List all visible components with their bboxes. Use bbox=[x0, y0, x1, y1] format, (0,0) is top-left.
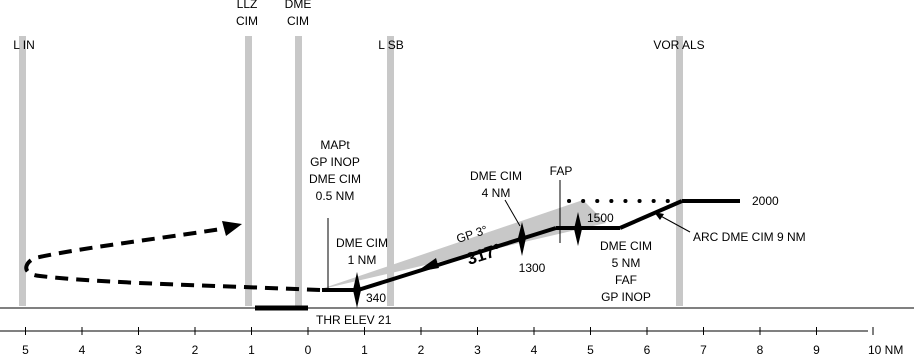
axis-tick-label: 6 bbox=[644, 343, 651, 357]
axis-tick-label: 3 bbox=[474, 343, 481, 357]
dme-1nm-line-2: 1 NM bbox=[348, 253, 377, 267]
fix-5nm-line-1: DME CIM bbox=[600, 239, 652, 253]
axis-tick-label: 4 bbox=[79, 343, 86, 357]
dme-4nm-annotation: DME CIM 4 NM bbox=[470, 169, 522, 200]
beacon-label-cim-1: CIM bbox=[236, 14, 258, 28]
axis-tick-label: 1 bbox=[361, 343, 368, 357]
axis-tick-label: 7 bbox=[700, 343, 707, 357]
arc-leader-arrow bbox=[654, 212, 664, 220]
fix-5nm-line-4: GP INOP bbox=[601, 290, 651, 304]
beacon-label-dme: DME bbox=[285, 0, 312, 11]
glide-path-sector bbox=[318, 200, 606, 290]
beacon-bar-vor-als bbox=[676, 36, 683, 306]
altitude-340: 340 bbox=[366, 291, 386, 305]
axis-tick-label: 2 bbox=[192, 343, 199, 357]
dme-4nm-line-2: 4 NM bbox=[482, 186, 511, 200]
axis-tick-label: 0 bbox=[305, 343, 312, 357]
threshold-elevation: THR ELEV 21 bbox=[316, 313, 392, 327]
fix-5nm-line-3: FAF bbox=[615, 273, 637, 287]
mapt-line-3: DME CIM bbox=[309, 172, 361, 186]
course-arrow bbox=[416, 258, 439, 272]
beacon-bar-l-sb bbox=[387, 36, 394, 306]
axis-unit-label: 10 NM bbox=[868, 343, 903, 357]
initial-descent-line bbox=[619, 199, 683, 230]
axis-tick-label: 2 bbox=[418, 343, 425, 357]
dme-1nm-annotation: DME CIM 1 NM bbox=[336, 236, 388, 267]
mapt-annotation: MAPt GP INOP DME CIM 0.5 NM bbox=[309, 138, 361, 203]
axis-tick-label: 1 bbox=[248, 343, 255, 357]
beacon-bar-dme-cim bbox=[295, 36, 302, 306]
beacon-label-vor-als: VOR ALS bbox=[653, 38, 704, 52]
axis-tick-label: 4 bbox=[531, 343, 538, 357]
missed-approach-path bbox=[24, 226, 321, 292]
mapt-line-4: 0.5 NM bbox=[316, 189, 355, 203]
fap-label: FAP bbox=[550, 164, 573, 178]
altitude-2000: 2000 bbox=[752, 194, 779, 208]
fix-marker-dme-1nm bbox=[353, 272, 361, 308]
axis-tick-label: 5 bbox=[22, 343, 29, 357]
distance-axis: 5 4 3 2 1 0 1 2 3 4 5 6 7 8 9 10 NM bbox=[0, 327, 903, 357]
beacon-label-l-sb: L SB bbox=[378, 38, 404, 52]
altitude-1500: 1500 bbox=[587, 211, 614, 225]
beacon-bar-llz-cim bbox=[245, 36, 252, 306]
fix-marker-dme-5nm bbox=[574, 212, 582, 246]
beacon-bars bbox=[19, 36, 683, 306]
beacon-label-cim-2: CIM bbox=[287, 14, 309, 28]
fix-5nm-line-2: 5 NM bbox=[612, 256, 641, 270]
beacon-labels: L IN LLZ CIM DME CIM L SB VOR ALS bbox=[13, 0, 704, 52]
axis-ticks bbox=[25, 327, 874, 335]
altitude-1300: 1300 bbox=[519, 261, 546, 275]
axis-tick-label: 9 bbox=[813, 343, 820, 357]
arc-leader-line bbox=[656, 213, 691, 233]
beacon-label-l-in: L IN bbox=[13, 38, 35, 52]
axis-tick-label: 3 bbox=[135, 343, 142, 357]
dme-1nm-line-1: DME CIM bbox=[336, 236, 388, 250]
fix-5nm-annotation: DME CIM 5 NM FAF GP INOP bbox=[600, 239, 652, 304]
missed-approach-arrow bbox=[222, 221, 242, 236]
dme-4nm-line-1: DME CIM bbox=[470, 169, 522, 183]
beacon-bar-l-in bbox=[19, 36, 26, 306]
dme4-leader-line bbox=[504, 199, 521, 227]
axis-tick-label: 8 bbox=[757, 343, 764, 357]
arc-label: ARC DME CIM 9 NM bbox=[693, 230, 806, 244]
mapt-line-1: MAPt bbox=[320, 138, 350, 152]
fix-marker-dme-4nm bbox=[518, 222, 526, 256]
beacon-label-llz: LLZ bbox=[237, 0, 258, 11]
axis-tick-labels: 5 4 3 2 1 0 1 2 3 4 5 6 7 8 9 bbox=[22, 343, 820, 357]
mapt-line-2: GP INOP bbox=[310, 155, 360, 169]
axis-tick-label: 5 bbox=[587, 343, 594, 357]
